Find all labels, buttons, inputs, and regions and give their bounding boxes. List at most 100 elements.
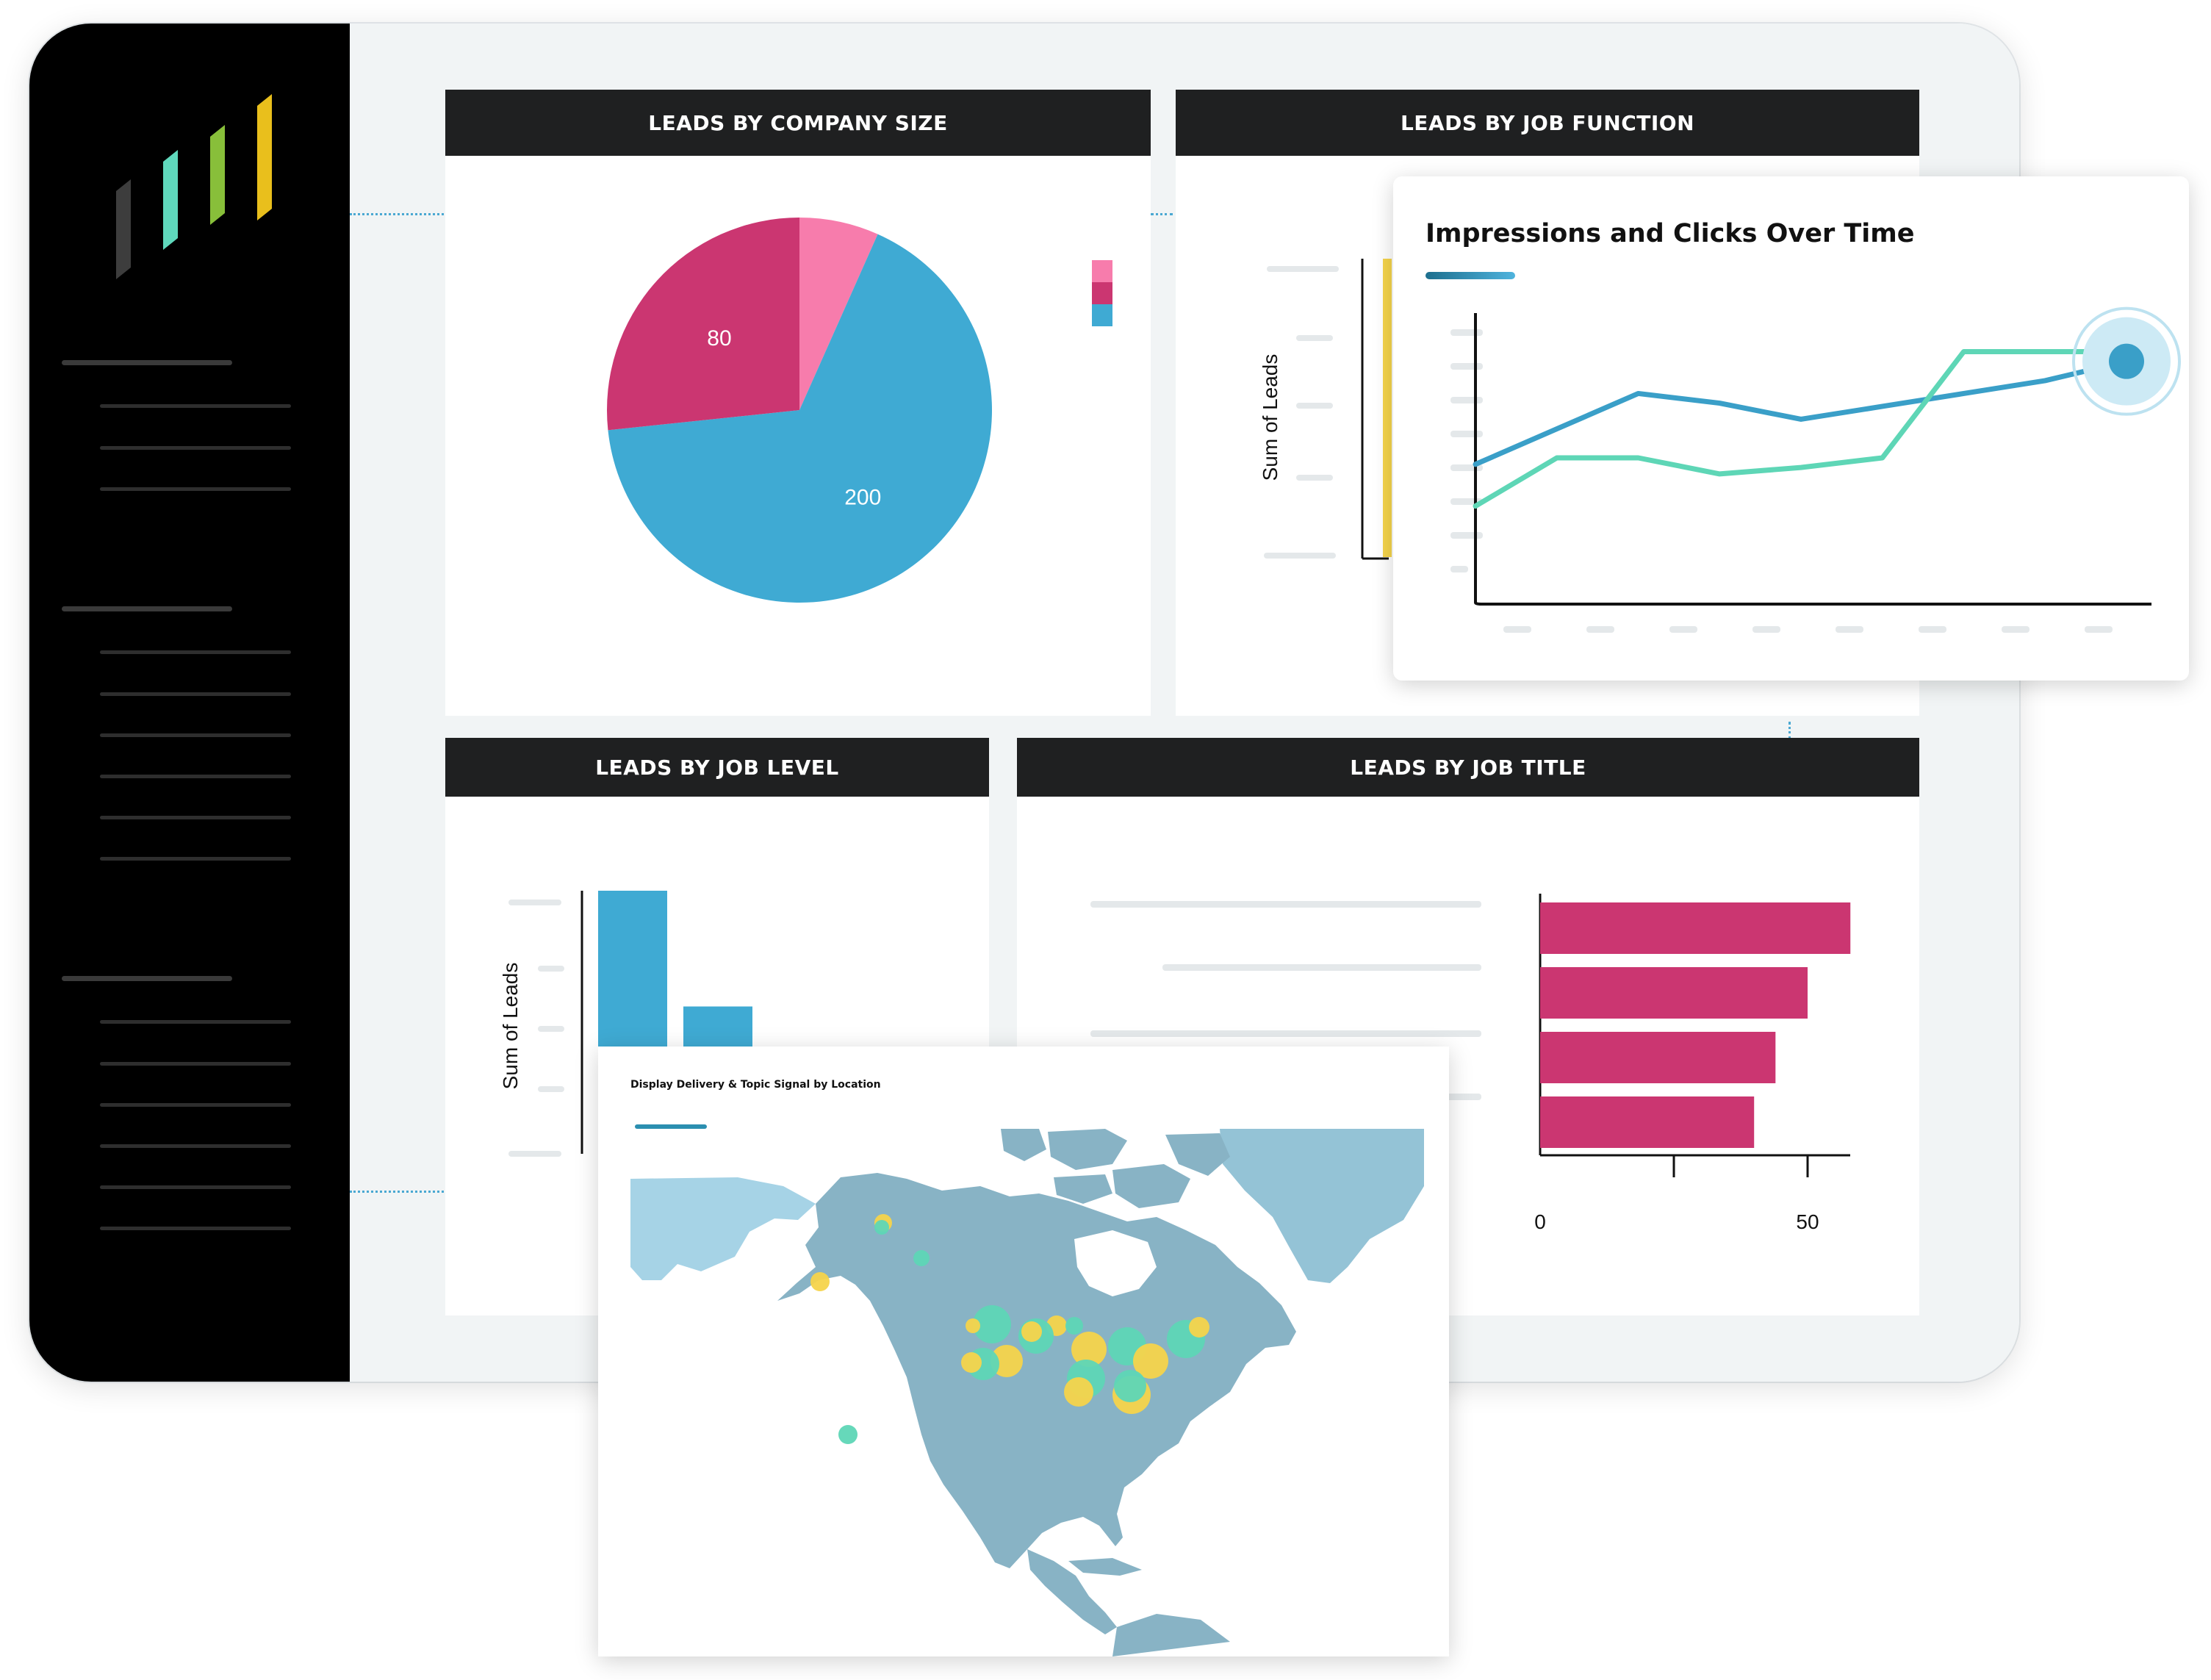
location-marker[interactable] xyxy=(961,1352,982,1373)
y-axis-label: Sum of Leads xyxy=(1259,354,1281,481)
hudson-bay xyxy=(1074,1230,1157,1296)
y-tick-label-placeholder xyxy=(1450,431,1483,437)
location-map-card: Display Delivery & Topic Signal by Locat… xyxy=(598,1047,1449,1656)
arctic-island xyxy=(1165,1133,1230,1176)
pie-slice[interactable] xyxy=(799,218,878,410)
x-tick-label-placeholder xyxy=(1919,626,1946,633)
greenland-landmass xyxy=(1220,1129,1424,1283)
y-axis-label: Sum of Leads xyxy=(499,963,522,1090)
panel-title: LEADS BY JOB FUNCTION xyxy=(1176,90,1919,156)
line-series[interactable] xyxy=(1473,359,2129,467)
line-series[interactable] xyxy=(1473,349,2129,509)
south-america-landmass xyxy=(1112,1614,1230,1656)
nav-item[interactable] xyxy=(100,816,291,819)
panel-company-size: LEADS BY COMPANY SIZE 200 80 xyxy=(445,90,1151,716)
brand-logo-icon xyxy=(116,94,272,279)
impressions-clicks-card: Impressions and Clicks Over Time xyxy=(1393,176,2189,681)
y-tick-label-placeholder xyxy=(538,1086,564,1092)
pie-slice[interactable] xyxy=(608,234,992,603)
nav-item[interactable] xyxy=(100,404,291,408)
nav-item[interactable] xyxy=(100,857,291,861)
bar xyxy=(1383,259,1392,557)
location-marker[interactable] xyxy=(973,1305,1011,1343)
location-marker[interactable] xyxy=(913,1250,930,1266)
y-tick-label-placeholder xyxy=(538,1026,564,1032)
sidebar xyxy=(29,24,350,1382)
bar[interactable] xyxy=(1540,1096,1755,1148)
y-tick-label-placeholder xyxy=(1264,553,1336,559)
y-tick-label-placeholder xyxy=(1296,475,1333,481)
x-tick-label-placeholder xyxy=(1669,626,1697,633)
x-tick-label-placeholder xyxy=(1836,626,1863,633)
y-tick-label-placeholder xyxy=(1450,397,1483,403)
location-marker[interactable] xyxy=(966,1318,980,1333)
nav-item[interactable] xyxy=(100,1020,291,1024)
legend-swatch xyxy=(1092,304,1112,326)
nav-section-header[interactable] xyxy=(62,360,232,365)
nav-item[interactable] xyxy=(100,1227,291,1230)
caribbean-islands xyxy=(1068,1558,1142,1576)
nav-section-header[interactable] xyxy=(62,976,232,981)
y-tick-label-placeholder xyxy=(1296,403,1333,409)
x-tick-label-placeholder xyxy=(2002,626,2030,633)
line-chart-title: Impressions and Clicks Over Time xyxy=(1426,219,1915,248)
location-marker[interactable] xyxy=(1133,1343,1168,1379)
location-marker[interactable] xyxy=(1114,1370,1146,1402)
connector-line xyxy=(350,1191,444,1193)
line-chart xyxy=(1426,272,2181,633)
x-tick-label-placeholder xyxy=(1586,626,1614,633)
location-marker[interactable] xyxy=(1064,1377,1093,1407)
arctic-island xyxy=(1112,1164,1190,1208)
nav-item[interactable] xyxy=(100,650,291,654)
connector-line xyxy=(350,213,444,215)
map-title: Display Delivery & Topic Signal by Locat… xyxy=(630,1079,881,1091)
y-tick-label-placeholder xyxy=(508,1151,561,1157)
highlight-point xyxy=(2109,343,2144,379)
bar[interactable] xyxy=(1540,1032,1776,1083)
x-tick-label: 50 xyxy=(1796,1210,1819,1233)
x-tick-label-placeholder xyxy=(1752,626,1780,633)
location-marker[interactable] xyxy=(1065,1317,1083,1335)
nav-item[interactable] xyxy=(100,1062,291,1066)
panel-title: LEADS BY COMPANY SIZE xyxy=(445,90,1151,156)
location-marker[interactable] xyxy=(838,1425,858,1444)
nav-item[interactable] xyxy=(100,1103,291,1107)
location-marker[interactable] xyxy=(991,1345,1023,1377)
nav-item[interactable] xyxy=(100,487,291,491)
highlight-ring xyxy=(2072,306,2181,416)
nav-item[interactable] xyxy=(100,1144,291,1148)
arctic-island xyxy=(1001,1129,1046,1161)
pie-slice-label: 200 xyxy=(844,486,881,510)
nav-item[interactable] xyxy=(100,733,291,737)
location-marker[interactable] xyxy=(1071,1332,1107,1367)
panel-title: LEADS BY JOB LEVEL xyxy=(445,738,989,797)
pie-chart: 200 80 xyxy=(607,218,1112,603)
nav-section-header[interactable] xyxy=(62,606,232,611)
arctic-island xyxy=(1048,1129,1127,1170)
nav-item[interactable] xyxy=(100,1185,291,1189)
nav-item[interactable] xyxy=(100,775,291,778)
pie-slice[interactable] xyxy=(607,218,799,431)
location-marker[interactable] xyxy=(1189,1317,1209,1338)
location-marker[interactable] xyxy=(874,1220,889,1235)
location-marker[interactable] xyxy=(810,1272,830,1291)
location-marker[interactable] xyxy=(1021,1321,1042,1342)
y-tick-label-placeholder xyxy=(1296,335,1333,341)
x-axis xyxy=(1474,602,2151,606)
y-tick-label-placeholder xyxy=(1090,901,1481,908)
title-underline xyxy=(1426,272,1515,279)
legend-swatch xyxy=(1092,260,1112,282)
connector-line xyxy=(1788,722,1791,739)
central-america-landmass xyxy=(1027,1549,1117,1634)
y-tick-label-placeholder xyxy=(1267,266,1339,272)
nav-item[interactable] xyxy=(100,446,291,450)
y-tick-label-placeholder xyxy=(1090,1030,1481,1037)
y-tick-label-placeholder xyxy=(538,966,564,972)
job-function-chart: Sum of Leads xyxy=(1259,259,1392,560)
nav-item[interactable] xyxy=(100,692,291,696)
dashboard-content: LEADS BY COMPANY SIZE 200 80 LEADS BY JOB… xyxy=(350,24,2019,1382)
legend-swatch xyxy=(1092,282,1112,304)
bar[interactable] xyxy=(1540,967,1808,1019)
y-tick-label-placeholder xyxy=(1450,532,1483,539)
bar[interactable] xyxy=(1540,902,1851,954)
